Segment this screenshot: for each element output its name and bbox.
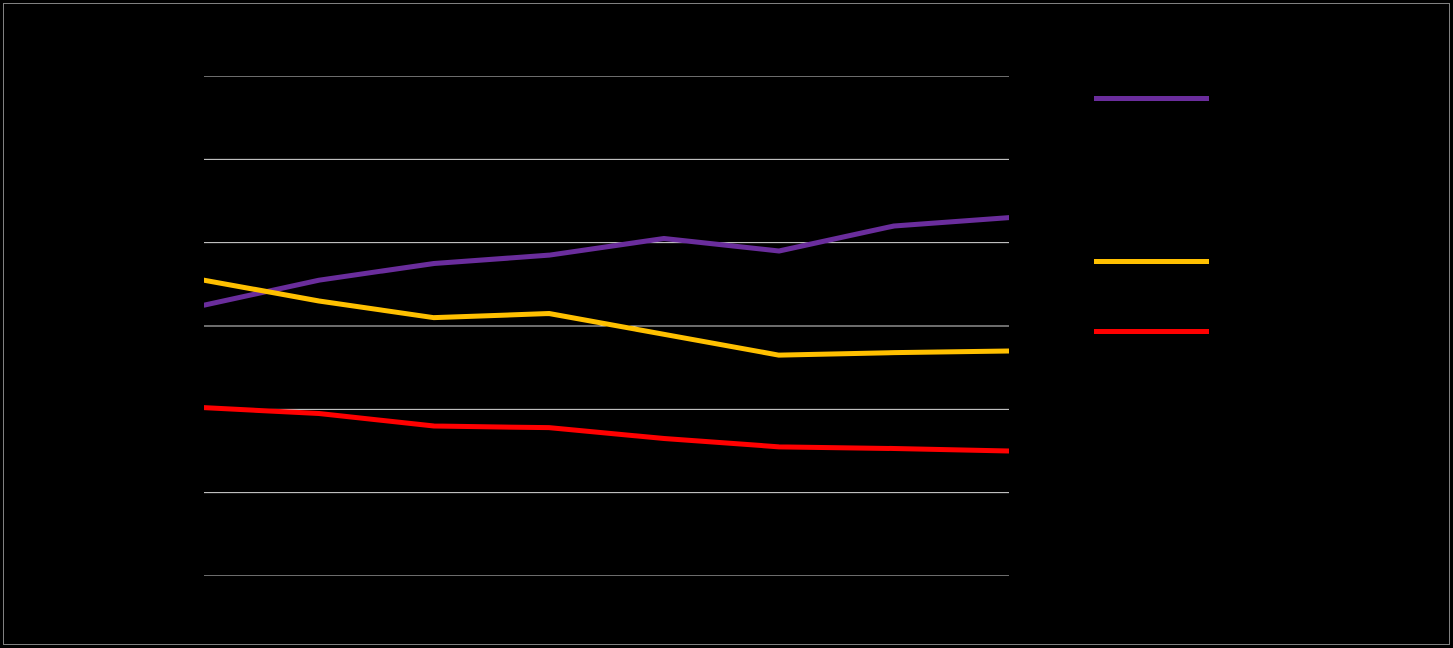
series-line-series-3 bbox=[204, 408, 1009, 451]
series-line-series-1 bbox=[204, 218, 1009, 306]
chart-frame bbox=[3, 3, 1450, 645]
legend-swatch-series-3 bbox=[1094, 329, 1209, 334]
plot-area bbox=[204, 76, 1009, 576]
legend-swatch-series-2 bbox=[1094, 259, 1209, 264]
series-line-series-2 bbox=[204, 280, 1009, 355]
legend-swatch-series-1 bbox=[1094, 96, 1209, 101]
